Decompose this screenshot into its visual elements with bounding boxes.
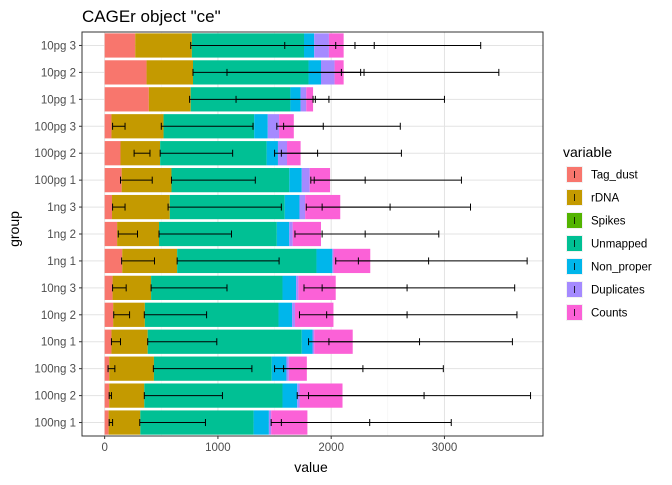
y-tick-label: 10pg 3 (41, 40, 76, 52)
bar-tag-dust (104, 141, 121, 166)
bar-tag-dust (104, 114, 112, 139)
legend-label: rDNA (591, 193, 619, 205)
bar-tag-dust (104, 194, 113, 220)
y-tick-label: 100pg 3 (34, 121, 76, 133)
legend-title: variable (563, 144, 612, 160)
bar-non-proper (284, 194, 300, 220)
y-tick-label: 1ng 3 (47, 202, 76, 214)
x-axis-label: value (294, 459, 328, 475)
legend-label: Tag_dust (591, 170, 638, 182)
bar-tag-dust (104, 356, 110, 381)
legend-label: Unmapped (591, 239, 647, 251)
x-tick-label: 3000 (432, 442, 458, 454)
chart-title: CAGEr object "ce" (82, 7, 221, 26)
bar-rdna (135, 33, 192, 58)
y-tick-label: 100pg 2 (34, 148, 76, 160)
legend-label: Non_proper (591, 262, 652, 274)
legend-label: Duplicates (591, 285, 645, 297)
bar-non-proper (289, 168, 302, 193)
bar-rdna (146, 60, 194, 85)
bar-duplicates (292, 302, 295, 327)
bar-rdna (109, 383, 145, 408)
bar-rdna (109, 356, 154, 381)
bar-duplicates (289, 221, 293, 247)
bar-tag-dust (104, 410, 109, 435)
legend-label: Counts (591, 308, 628, 320)
x-tick-label: 0 (101, 442, 107, 454)
bar-duplicates (299, 194, 306, 220)
y-tick-label: 100ng 2 (34, 391, 76, 403)
bar-duplicates (267, 114, 280, 139)
y-tick-label: 100pg 1 (34, 175, 76, 187)
bar-tag-dust (104, 302, 114, 327)
bar-non-proper (278, 302, 293, 327)
bar-non-proper (254, 114, 268, 139)
bar-tag-dust (104, 87, 149, 112)
bar-duplicates (296, 275, 299, 300)
x-tick-label: 1000 (205, 442, 231, 454)
y-axis-label: group (6, 211, 22, 247)
y-tick-label: 100ng 1 (34, 418, 76, 430)
bar-non-proper (301, 329, 313, 354)
bar-tag-dust (104, 329, 112, 354)
bar-tag-dust (104, 248, 123, 274)
bar-duplicates (268, 410, 272, 435)
y-tick-label: 10pg 2 (41, 67, 76, 79)
bar-non-proper (282, 383, 298, 408)
y-tick-label: 1ng 1 (47, 256, 76, 268)
legend-label: Spikes (591, 216, 626, 228)
bar-tag-dust (104, 275, 113, 300)
bar-duplicates (332, 248, 334, 274)
bar-rdna (108, 410, 141, 435)
bar-tag-dust (104, 383, 110, 408)
y-tick-label: 10ng 3 (41, 283, 76, 295)
bar-non-proper (253, 410, 269, 435)
y-tick-label: 10ng 1 (41, 337, 76, 349)
bar-non-proper (282, 275, 297, 300)
bar-tag-dust (104, 168, 122, 193)
bar-duplicates (301, 168, 310, 193)
bar-non-proper (266, 141, 278, 166)
bar-non-proper (276, 221, 290, 247)
y-tick-label: 1ng 2 (47, 229, 76, 241)
bar-rdna (148, 87, 191, 112)
legend: variable Tag_dust rDNA Spikes Unmapped Non_p… (563, 144, 652, 321)
plot-area: 0 1000 2000 3000 10pg 3 10pg 2 10pg 1 100pg 3 10… (34, 31, 544, 454)
bar-tag-dust (104, 33, 136, 58)
bar-non-proper (316, 248, 333, 274)
bar-tag-dust (104, 60, 147, 85)
x-tick-label: 2000 (318, 442, 344, 454)
y-tick-label: 10pg 1 (41, 94, 76, 106)
y-tick-label: 10ng 2 (41, 310, 76, 322)
bar-tag-dust (104, 221, 118, 247)
y-tick-label: 100ng 3 (34, 364, 76, 376)
